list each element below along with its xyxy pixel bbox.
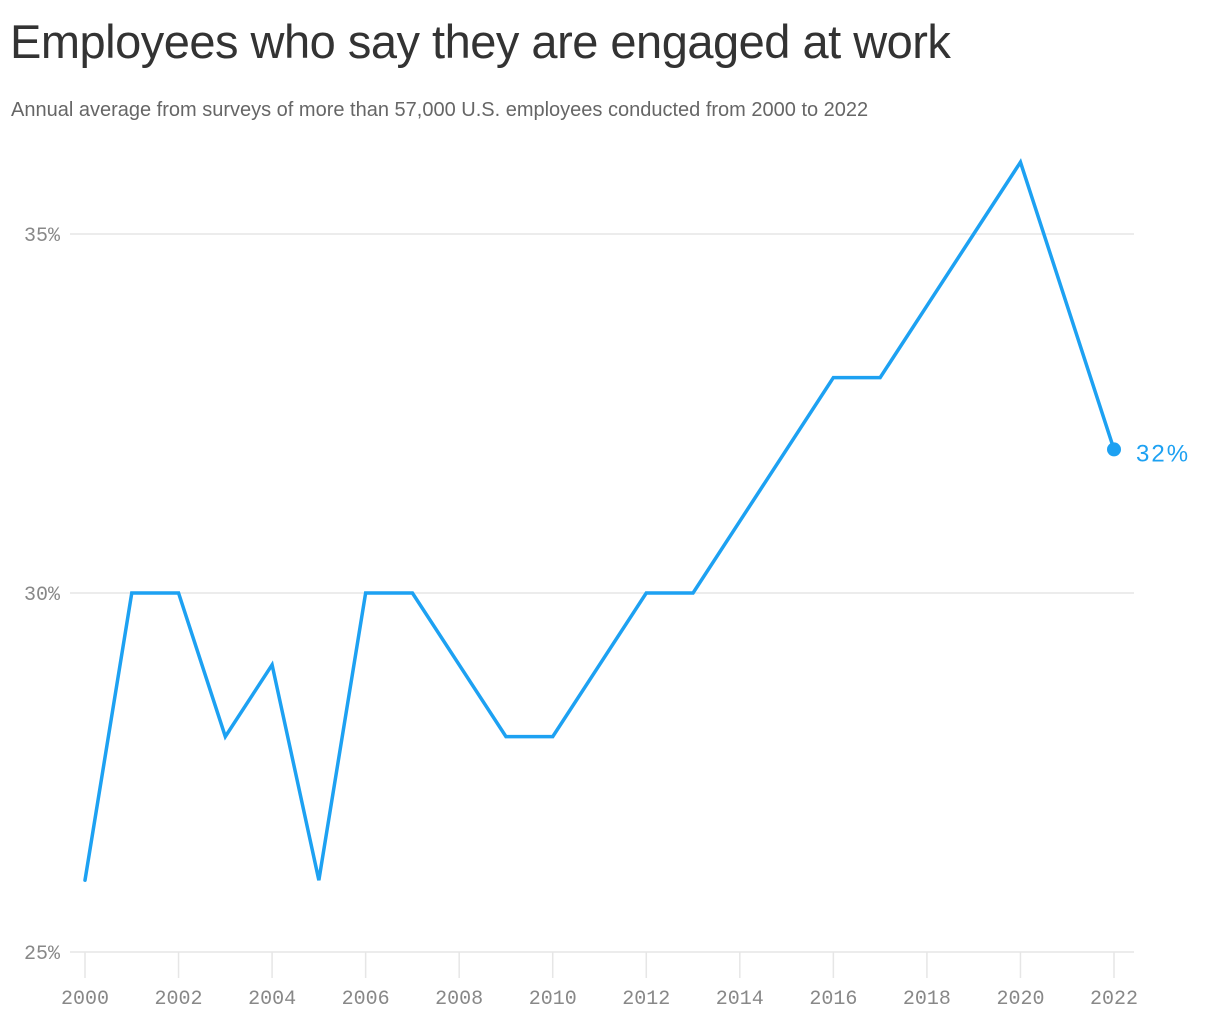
x-tick-label: 2014 — [716, 988, 764, 1011]
x-tick-label: 2006 — [342, 988, 390, 1011]
x-tick-label: 2022 — [1090, 988, 1138, 1011]
x-axis: 2000 2002 2004 2006 2008 2010 2012 2014 2016 2018… — [61, 952, 1138, 1011]
x-tick-label: 2004 — [248, 988, 296, 1011]
x-tick-label: 2016 — [809, 988, 857, 1011]
y-tick-label: 35% — [24, 225, 61, 248]
y-tick-label: 30% — [24, 584, 61, 607]
chart-subtitle: Annual average from surveys of more than… — [11, 99, 869, 121]
x-tick-label: 2002 — [155, 988, 203, 1011]
x-tick-label: 2020 — [996, 988, 1044, 1011]
series-line — [83, 158, 1116, 882]
x-tick-label: 2010 — [529, 988, 577, 1011]
y-axis: 25% 30% 35% — [24, 225, 61, 966]
y-tick-label: 25% — [24, 943, 61, 966]
chart-title: Employees who say they are engaged at wo… — [10, 15, 951, 68]
x-tick-label: 2012 — [622, 988, 670, 1011]
x-tick-label: 2000 — [61, 988, 109, 1011]
end-point-marker — [1107, 442, 1121, 457]
x-tick-label: 2018 — [903, 988, 951, 1011]
x-tick-label: 2008 — [435, 988, 483, 1011]
y-gridlines — [70, 233, 1134, 953]
end-value-label: 32% — [1136, 440, 1190, 467]
